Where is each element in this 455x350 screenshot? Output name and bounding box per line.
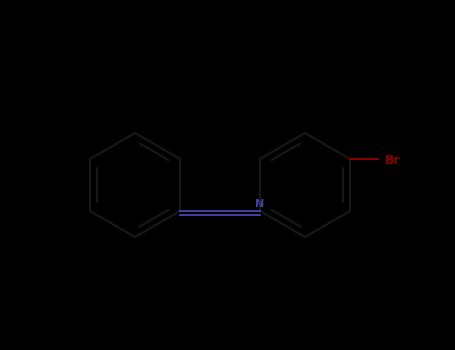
Text: Br: Br <box>385 154 401 168</box>
Text: N: N <box>255 199 265 209</box>
